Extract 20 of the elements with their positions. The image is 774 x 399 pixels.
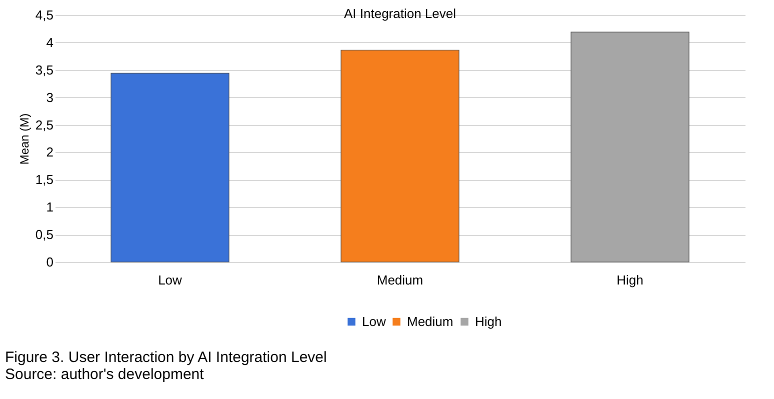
y-tick-label: 1 (46, 200, 54, 215)
y-tick-label: 2,5 (35, 117, 54, 132)
legend-label: High (475, 314, 502, 329)
y-tick-label: 2 (46, 144, 54, 160)
y-tick-label: 4,5 (35, 8, 54, 22)
chart-title: AI Integration Level (344, 6, 456, 21)
y-tick-label: 1,5 (35, 172, 54, 188)
y-tick-label: 3,5 (35, 62, 54, 78)
legend-label: Medium (407, 314, 454, 329)
x-tick-label: Low (158, 272, 183, 288)
y-tick-label: 0 (46, 254, 54, 270)
y-tick-label: 0,5 (35, 227, 54, 242)
source-note: Source: author's development (5, 366, 205, 383)
y-tick-label: 4 (46, 34, 54, 50)
x-tick-label: High (616, 272, 644, 288)
y-axis-title: Mean (M) (17, 113, 32, 165)
x-tick-label: Medium (376, 272, 424, 288)
caption: Figure 3. User Interaction by AI Integration Level (5, 349, 327, 366)
y-tick-label: 3 (46, 90, 54, 105)
legend-label: Low (362, 314, 386, 329)
